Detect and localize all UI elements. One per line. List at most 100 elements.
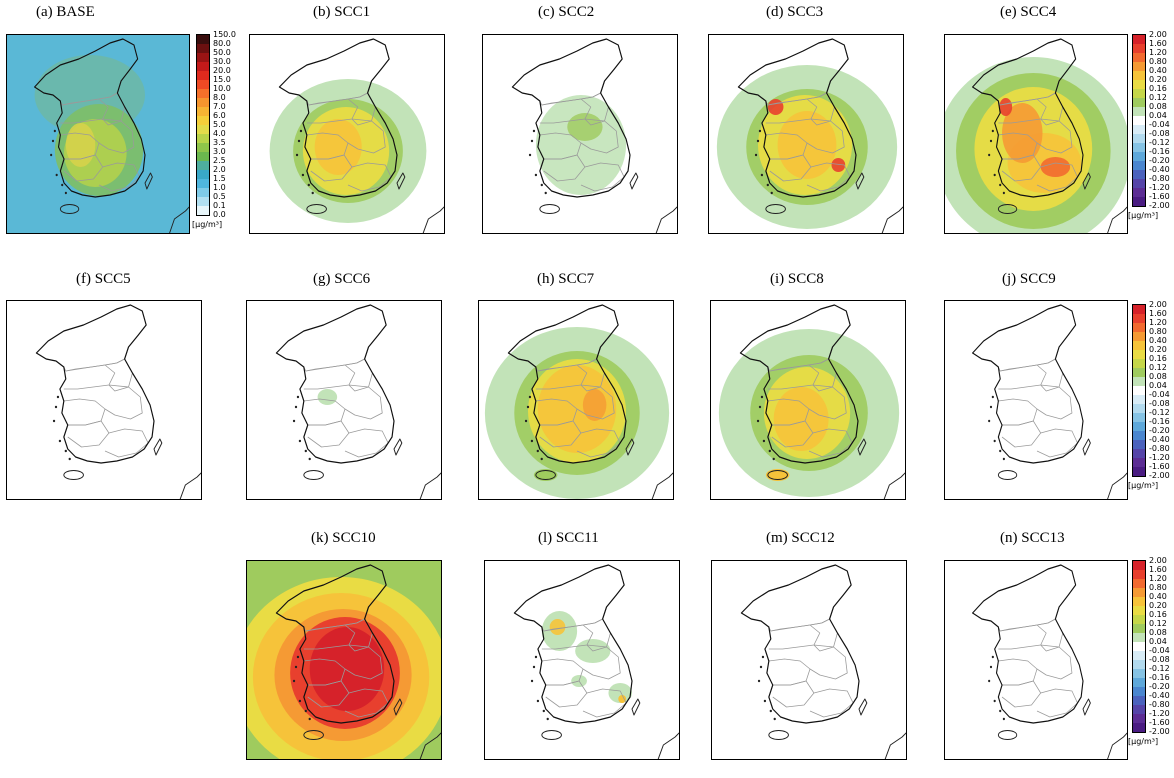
colorbar-label: -0.04 (1149, 390, 1170, 399)
colorbar-step (1133, 80, 1145, 89)
japan-coast (881, 206, 903, 233)
colorbar-label: -2.00 (1149, 471, 1170, 480)
colorbar-step (197, 161, 209, 170)
small-island (298, 439, 302, 443)
colorbar-label: 3.5 (213, 138, 226, 147)
small-island (55, 173, 58, 177)
panel-title: (g) SCC6 (313, 271, 371, 287)
colorbar-label: 0.08 (1149, 372, 1167, 381)
province-border (347, 118, 386, 154)
colorbar-label: 1.0 (213, 183, 226, 192)
colorbar-label: 1.20 (1149, 318, 1167, 327)
panel-title: (f) SCC5 (76, 271, 131, 287)
colorbar-step (1133, 368, 1145, 377)
concentration-field (314, 119, 362, 175)
colorbar-label: -0.04 (1149, 120, 1170, 129)
island (1082, 698, 1091, 716)
coastline (972, 38, 1084, 198)
small-island (536, 449, 539, 453)
concentration-field (535, 95, 627, 195)
colorbar-step (1133, 570, 1145, 579)
small-island (761, 655, 765, 659)
province-border (998, 624, 1047, 650)
small-island (989, 405, 993, 409)
colorbar-label: 8.0 (213, 93, 226, 102)
small-island (51, 139, 55, 143)
colorbar-label: -1.20 (1149, 709, 1170, 718)
colorbar-diff-row3: 2.00 1.60 1.20 0.80 0.40 0.20 0.16 0.12 0.08 0.04… (1128, 557, 1172, 770)
small-island (988, 419, 991, 423)
province-border (998, 398, 1038, 426)
colorbar-label: 7.0 (213, 102, 226, 111)
map-scc11 (484, 560, 680, 760)
map-canvas (945, 38, 1127, 233)
colorbar-label: 0.08 (1149, 628, 1167, 637)
concentration-field (1040, 157, 1071, 177)
small-island (769, 709, 772, 713)
coastline (740, 564, 860, 724)
province-border (998, 658, 1038, 686)
colorbar-label: 1.5 (213, 174, 226, 183)
colorbar-label: 30.0 (213, 57, 231, 66)
colorbar-label: 0.40 (1149, 336, 1167, 345)
small-island (307, 183, 310, 187)
colorbar-label: 0.12 (1149, 93, 1167, 102)
colorbar-step (1133, 386, 1145, 395)
colorbar-label: -0.80 (1149, 700, 1170, 709)
small-island (296, 395, 300, 399)
colorbar-step (1133, 152, 1145, 161)
small-island (52, 419, 56, 423)
colorbar-scale (1132, 560, 1146, 733)
map-scc13 (944, 560, 1128, 760)
colorbar-step (197, 44, 209, 53)
colorbar-label: -0.12 (1149, 664, 1170, 673)
map-canvas (972, 564, 1127, 759)
colorbar-label: 1.60 (1149, 309, 1167, 318)
panel-title: (j) SCC9 (1002, 271, 1056, 287)
jeju-island (303, 730, 324, 740)
colorbar-label: 0.40 (1149, 592, 1167, 601)
colorbar-label: -0.80 (1149, 174, 1170, 183)
concentration-field (304, 203, 329, 215)
colorbar-label: 0.04 (1149, 381, 1167, 390)
colorbar-label: 0.20 (1149, 345, 1167, 354)
map-canvas (716, 38, 903, 233)
coastline (275, 564, 395, 724)
small-island (540, 457, 543, 461)
colorbar-label: 6.0 (213, 111, 226, 120)
colorbar-label: 2.5 (213, 156, 226, 165)
colorbar-step (1133, 431, 1145, 440)
island (144, 172, 153, 190)
colorbar-step (1133, 179, 1145, 188)
colorbar-step (197, 206, 209, 215)
colorbar-label: -1.60 (1149, 462, 1170, 471)
colorbar-label: 1.20 (1149, 48, 1167, 57)
concentration-field (618, 695, 627, 703)
colorbar-step (1133, 314, 1145, 323)
colorbar-step (1133, 161, 1145, 170)
jeju-island (997, 204, 1018, 214)
small-island (56, 395, 60, 399)
small-island (1002, 457, 1005, 461)
small-island (763, 699, 767, 703)
panel-title: (n) SCC13 (1000, 530, 1065, 546)
colorbar-step (1133, 341, 1145, 350)
island (1082, 438, 1091, 456)
small-island (989, 139, 993, 143)
province-border (303, 364, 356, 390)
colorbar-step (1133, 143, 1145, 152)
colorbar-label: -0.80 (1149, 444, 1170, 453)
small-island (760, 395, 764, 399)
small-island (311, 191, 314, 195)
jeju-island (768, 730, 789, 740)
small-island (292, 419, 296, 423)
colorbar-label: 0.16 (1149, 610, 1167, 619)
small-island (758, 405, 762, 409)
colorbar-step (197, 53, 209, 62)
colorbar-label: 0.80 (1149, 327, 1167, 336)
concentration-field (65, 123, 96, 167)
concentration-field (777, 111, 837, 179)
colorbar-label: 4.0 (213, 129, 226, 138)
colorbar-step (197, 152, 209, 161)
colorbar-label: 2.00 (1149, 300, 1167, 309)
